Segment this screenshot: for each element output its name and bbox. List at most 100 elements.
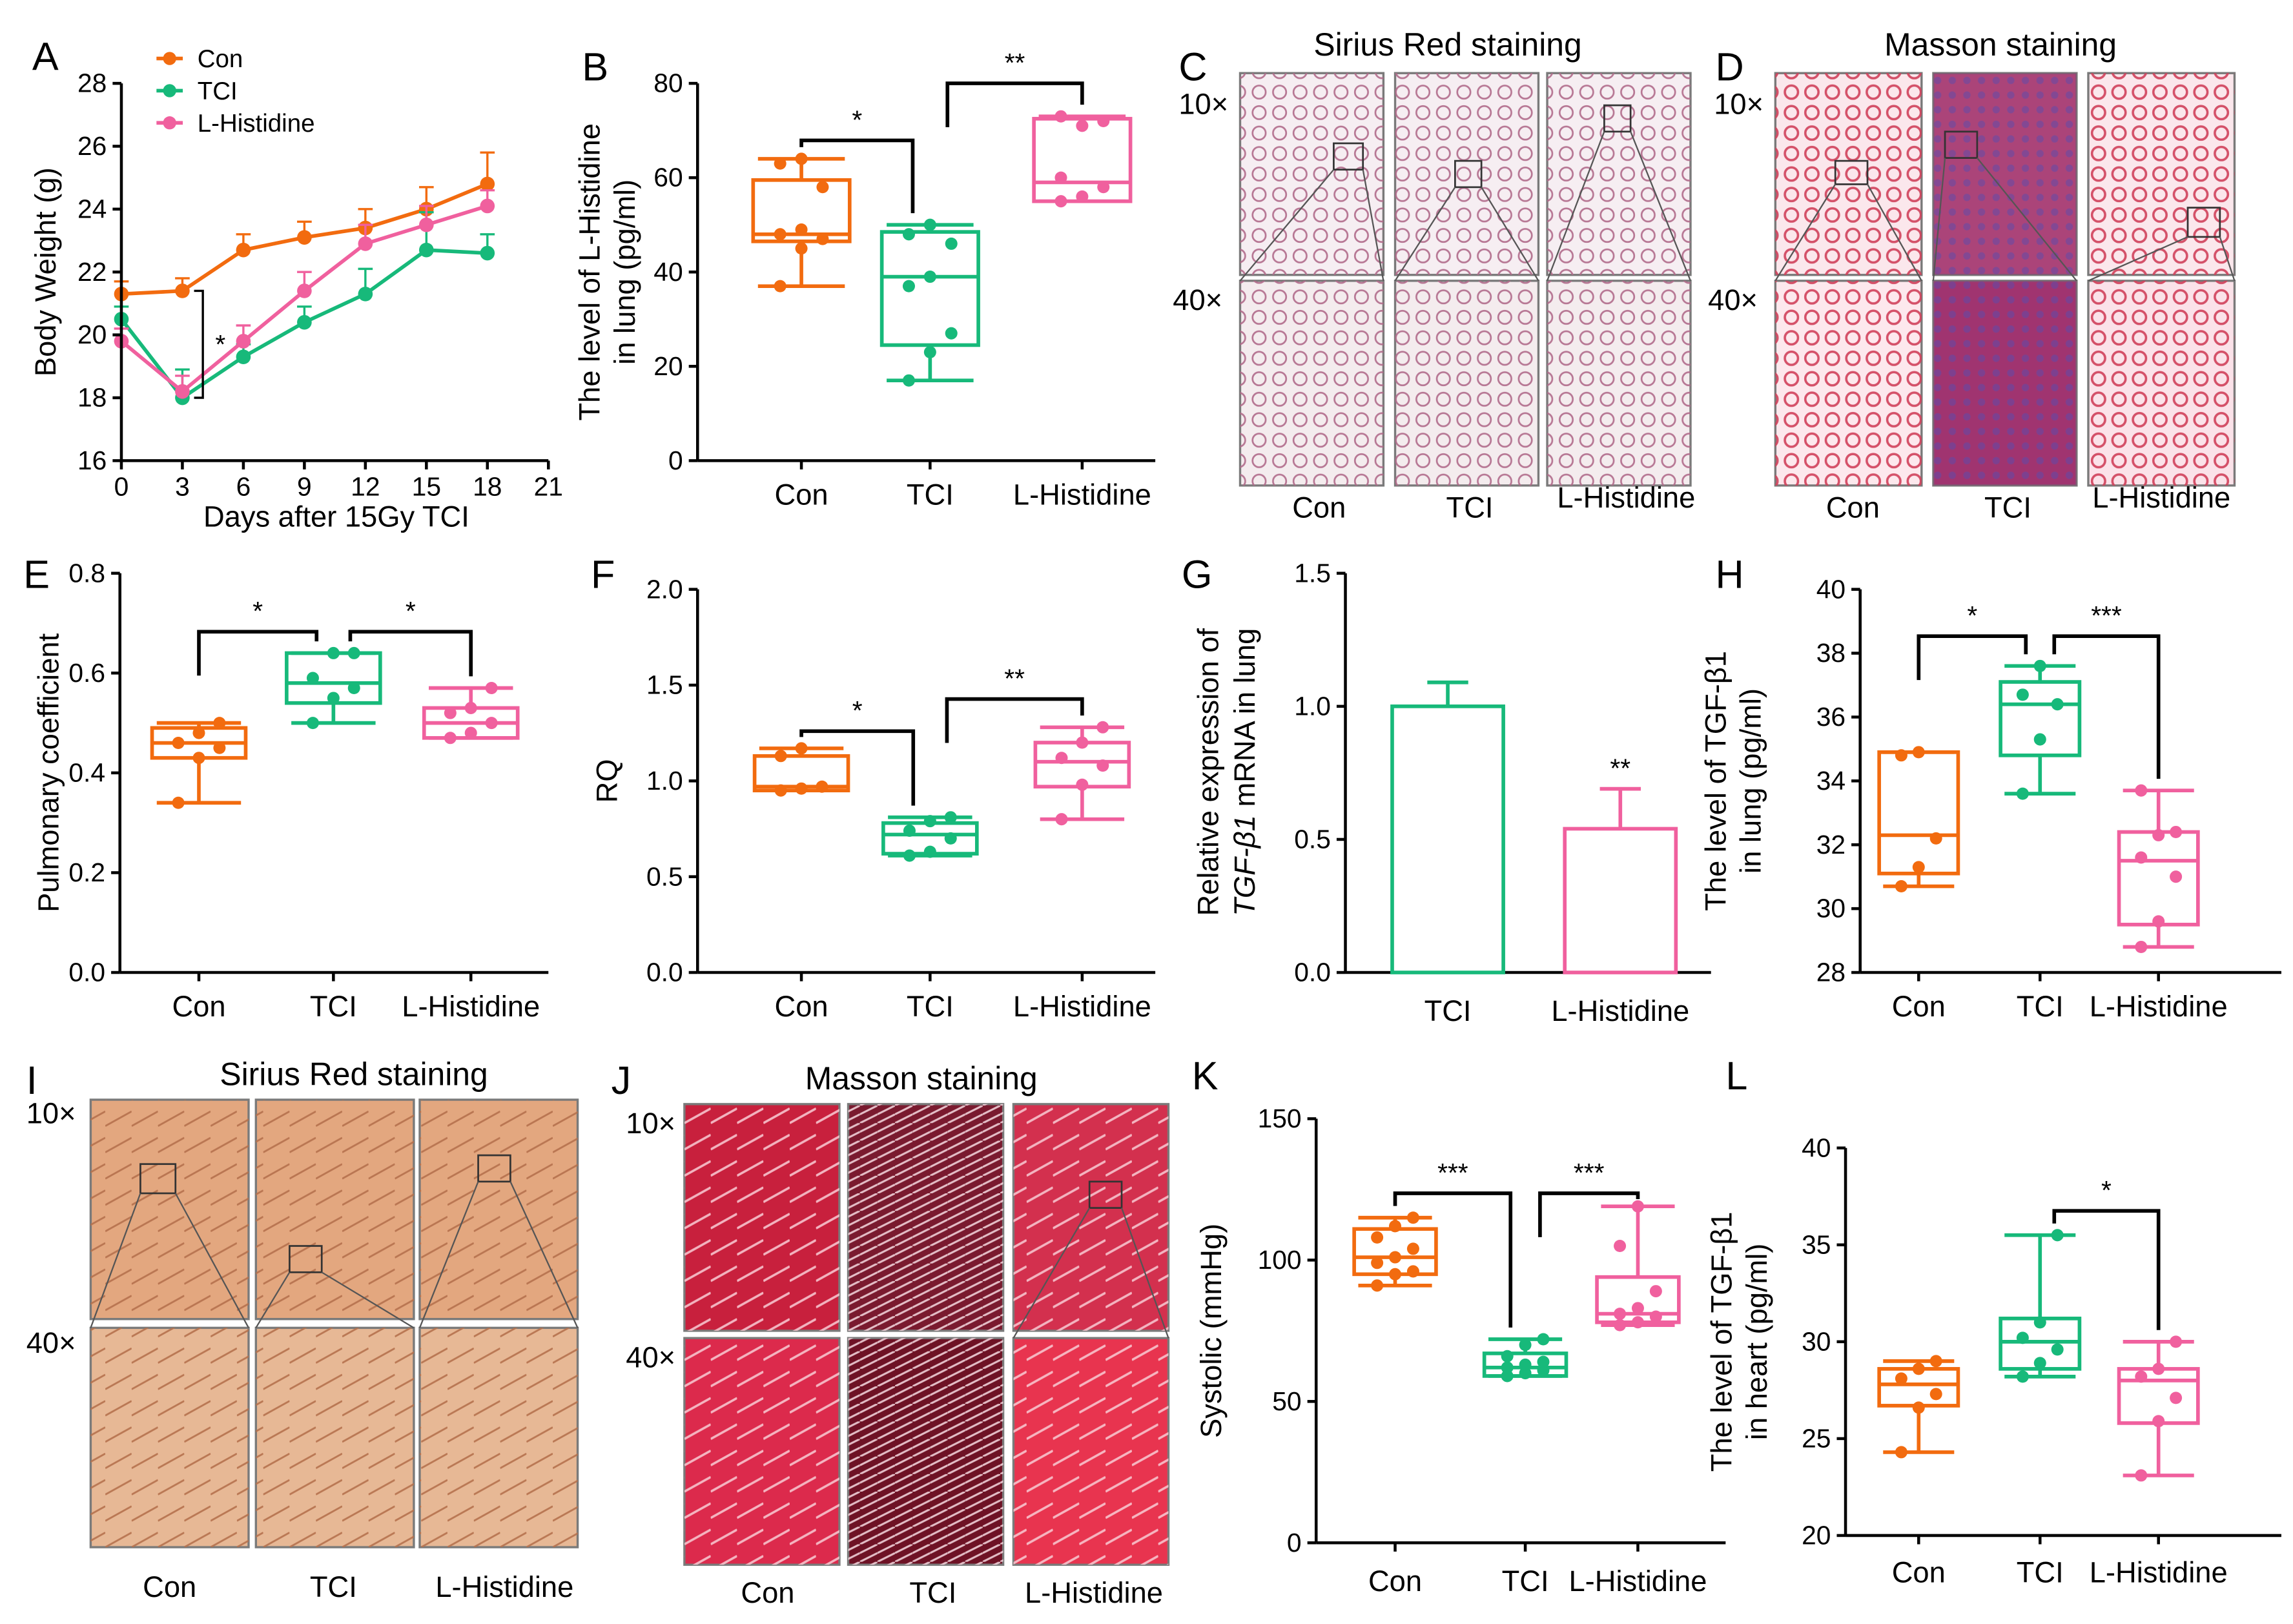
data-point (1054, 171, 1067, 184)
heart-sirius-40x-0 (89, 1326, 250, 1548)
micrograph-texture (1547, 280, 1691, 486)
y-tick-label: 1.0 (1294, 691, 1331, 721)
box-Con (752, 742, 850, 797)
x-tick-label: Con (1892, 990, 1946, 1023)
y-tick-label: 32 (1816, 830, 1846, 859)
data-point (297, 230, 312, 245)
heart-masson-10x-L-Histidine (1012, 1103, 1170, 1332)
x-tick-label: 0 (114, 472, 129, 502)
legend: Con TCI L-Histidine (156, 45, 315, 138)
box-iqr (2117, 1367, 2200, 1425)
data-point (944, 811, 957, 824)
box-TCI (1482, 1333, 1568, 1382)
x-tick-label: L-Histidine (1569, 1565, 1707, 1598)
significance-label: * (215, 329, 225, 359)
panel-letter-I: I (26, 1058, 37, 1102)
legend-label: TCI (198, 77, 238, 105)
y-tick-label: 0 (668, 446, 683, 475)
significance-label: * (852, 695, 863, 725)
x-tick-label: L-Histidine (1013, 990, 1151, 1023)
zoom-line (418, 1181, 479, 1328)
zoom-box (1454, 159, 1483, 189)
y-tick-label: 0.8 (68, 558, 105, 588)
data-point (2152, 915, 2165, 928)
box-Con (1352, 1211, 1438, 1292)
zoom-box (1603, 104, 1632, 133)
data-point (2033, 659, 2046, 672)
data-point (480, 245, 495, 261)
panel-letter-D: D (1715, 45, 1743, 89)
significance-bracket (194, 289, 204, 399)
significance-bracket: * (197, 596, 319, 676)
mag-label-40x: 40× (1173, 283, 1222, 316)
bracket-line (2052, 1209, 2161, 1330)
data-point (1912, 1401, 1925, 1414)
data-point (418, 217, 434, 232)
data-point (2135, 940, 2148, 953)
x-tick-label: 3 (175, 472, 190, 502)
data-point (1537, 1333, 1550, 1346)
zoom-J-His (1013, 1180, 1169, 1339)
box-iqr (1999, 680, 2082, 757)
zoom-box (289, 1245, 323, 1273)
data-point (1895, 880, 1907, 893)
data-point (2170, 1335, 2183, 1348)
data-point (480, 176, 495, 192)
heart-sirius-40x-2 (418, 1326, 579, 1548)
box-Con (150, 717, 248, 809)
y-tick-label: 24 (77, 194, 107, 223)
x-tick-label: 6 (236, 472, 251, 502)
micrograph-texture (2088, 73, 2235, 275)
y-axis-label: Body Weight (g) (29, 167, 62, 376)
data-point (1406, 1211, 1419, 1224)
box-iqr (1877, 750, 1960, 876)
box-TCI (285, 646, 382, 730)
y-tick-label: 60 (653, 163, 683, 192)
y-axis-label: TGF-β1 mRNA in lung (1228, 628, 1261, 916)
data-point (2033, 733, 2046, 746)
data-point (903, 824, 916, 837)
y-tick-label: 150 (1258, 1104, 1302, 1133)
significance-label: * (252, 596, 263, 626)
data-point (306, 672, 319, 684)
zoom-I-TCI (255, 1245, 415, 1329)
data-point (236, 334, 251, 349)
mag-label-10x: 10× (1714, 88, 1763, 121)
zoom-C-His (1546, 104, 1692, 282)
box-L-Histidine (2117, 784, 2200, 953)
data-point (902, 280, 915, 293)
data-point (418, 242, 434, 258)
data-point (1895, 1446, 1907, 1459)
significance-label: *** (2091, 601, 2122, 630)
data-point (2152, 1415, 2165, 1428)
panel-letter-F: F (591, 552, 615, 596)
bracket-line (348, 630, 473, 677)
legend-marker (163, 52, 176, 65)
panel-letter-H: H (1715, 552, 1743, 596)
micrograph-texture (1240, 73, 1384, 275)
mag-label-40x: 40× (626, 1341, 675, 1373)
image-group-label: L-Histidine (2092, 481, 2230, 514)
data-point (213, 717, 226, 730)
image-group-label: TCI (1984, 491, 2031, 524)
x-tick-label: TCI (1424, 994, 1472, 1027)
micrograph-texture (1933, 280, 2077, 486)
micrograph-texture (1013, 1104, 1169, 1331)
panel-letter-L: L (1725, 1054, 1747, 1098)
box-TCI (879, 218, 980, 387)
y-tick-label: 1.0 (646, 766, 683, 796)
y-axis-B: 0 20 40 60 80 (653, 68, 699, 475)
micrograph-texture (2088, 280, 2235, 486)
zoom-line (90, 1193, 141, 1328)
x-tick-label: TCI (907, 478, 954, 511)
data-point (1055, 752, 1068, 765)
data-point (358, 236, 373, 251)
bracket-line (799, 729, 916, 806)
data-point (1389, 1268, 1402, 1280)
data-point (2135, 1370, 2148, 1383)
data-point (816, 780, 828, 793)
data-point (327, 692, 340, 704)
lung-sirius-10x-0 (1239, 72, 1385, 276)
x-tick-label: Con (775, 478, 828, 511)
y-tick-label: 22 (77, 257, 107, 287)
